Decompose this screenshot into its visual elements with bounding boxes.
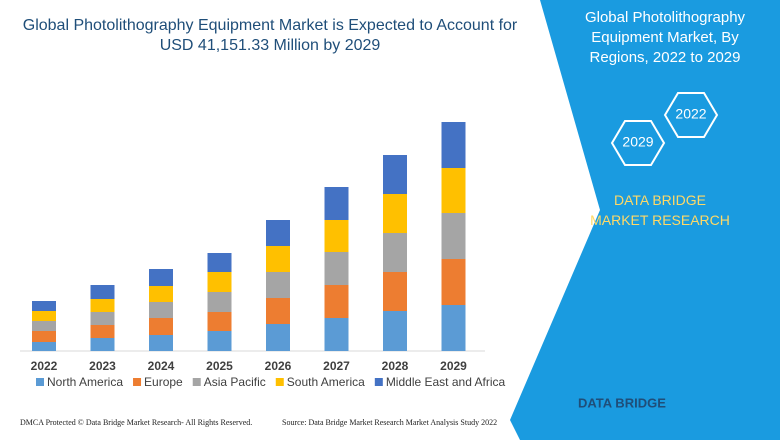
- bar-segment: [266, 272, 290, 298]
- x-tick-label: 2026: [265, 359, 292, 373]
- footer-left: DMCA Protected © Data Bridge Market Rese…: [20, 418, 253, 427]
- hex-label: 2029: [622, 134, 653, 150]
- bar-segment: [383, 155, 407, 194]
- legend-swatch: [133, 378, 142, 386]
- x-tick-label: 2027: [323, 359, 350, 373]
- bar-segment: [207, 312, 232, 331]
- bar-segment: [149, 318, 173, 335]
- legend-label: North America: [47, 375, 123, 389]
- brand: DATA BRIDGE MARKET RESEARCH: [590, 192, 730, 228]
- bar-segment: [32, 301, 56, 311]
- panel-title: Global Photolithography Equipment Market…: [584, 9, 746, 66]
- bar-segment: [383, 311, 407, 351]
- bar-segment: [441, 122, 466, 168]
- legend-label: Asia Pacific: [204, 375, 266, 389]
- bar-segment: [90, 338, 115, 351]
- legend-label: Middle East and Africa: [386, 375, 506, 389]
- bar-segment: [266, 324, 290, 351]
- legend-label: Europe: [144, 375, 183, 389]
- bar-segment: [90, 325, 115, 338]
- x-tick-label: 2024: [148, 359, 175, 373]
- legend-swatch: [192, 378, 201, 386]
- bar-segment: [207, 292, 232, 312]
- bar-segment: [207, 253, 232, 272]
- bar-segment: [383, 233, 407, 272]
- x-tick-label: 2029: [440, 359, 467, 373]
- bar-segment: [149, 302, 173, 318]
- bar-segment: [324, 318, 349, 351]
- logo-icon: [548, 394, 568, 416]
- legend-label: South America: [287, 375, 365, 389]
- bar-segment: [149, 335, 173, 351]
- bar-segment: [324, 187, 349, 220]
- bar-segment: [90, 312, 115, 325]
- bar-segment: [32, 321, 56, 331]
- hexagon: [663, 92, 719, 138]
- x-tick-label: 2022: [31, 359, 58, 373]
- bar-segment: [32, 311, 56, 321]
- hexagon: [610, 120, 666, 166]
- legend-swatch: [36, 378, 44, 386]
- bar-segment: [383, 272, 407, 311]
- legend-swatch: [374, 378, 383, 386]
- bar-segment: [90, 299, 115, 312]
- bar-segment: [441, 168, 466, 213]
- bar-segment: [207, 331, 232, 351]
- bar-segment: [149, 286, 173, 302]
- legend-swatch: [275, 378, 284, 386]
- bar-segment: [207, 272, 232, 292]
- bar-segment: [324, 285, 349, 318]
- bar-segment: [32, 331, 56, 342]
- side-panel: [510, 0, 780, 440]
- x-tick-label: 2025: [206, 359, 233, 373]
- x-tick-label: 2023: [89, 359, 116, 373]
- bar-segment: [266, 220, 290, 246]
- bar-segment: [441, 305, 466, 351]
- chart-title: Global Photolithography Equipment Market…: [22, 17, 518, 54]
- bar-segment: [383, 194, 407, 233]
- bar-segment: [90, 285, 115, 299]
- logo: DATA BRIDGE: [578, 395, 666, 410]
- bar-segment: [324, 220, 349, 252]
- x-tick-label: 2028: [382, 359, 409, 373]
- footer-right: Source: Data Bridge Market Research Mark…: [282, 418, 498, 427]
- hex-label: 2022: [675, 106, 706, 122]
- bar-segment: [266, 246, 290, 272]
- bar-segment: [324, 252, 349, 285]
- bar-segment: [441, 213, 466, 259]
- bar-segment: [266, 298, 290, 324]
- bar-segment: [149, 269, 173, 286]
- bar-segment: [32, 342, 56, 351]
- bar-segment: [441, 259, 466, 305]
